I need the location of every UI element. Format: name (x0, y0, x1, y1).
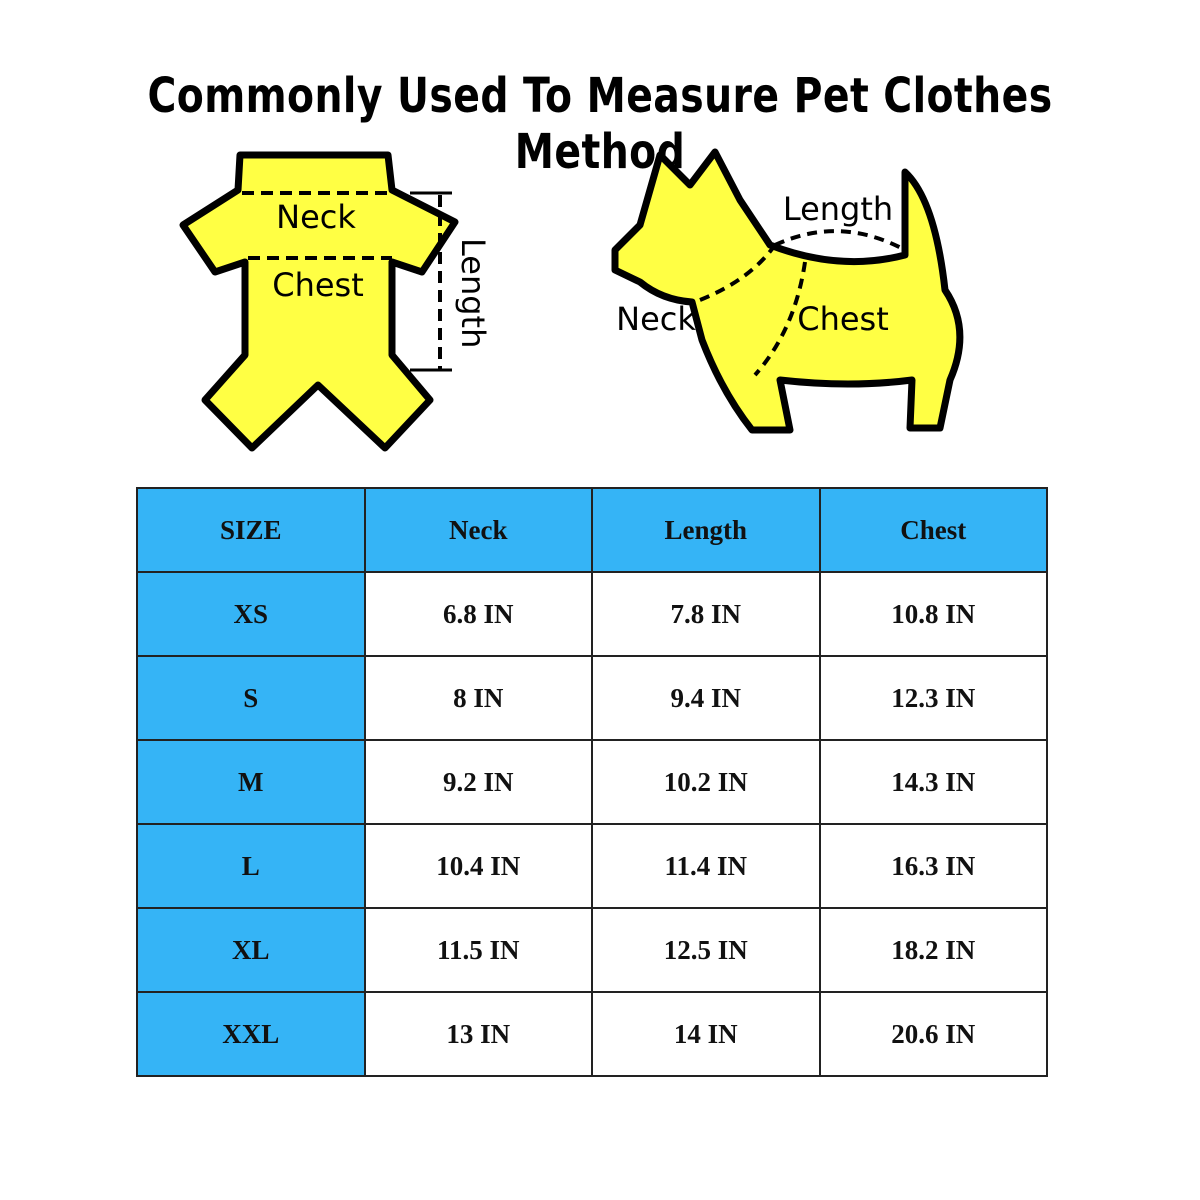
length-cell: 7.8 IN (591, 571, 821, 657)
neck-cell: 11.5 IN (363, 907, 593, 993)
chest-cell: 10.8 IN (818, 571, 1048, 657)
length-cell: 10.2 IN (591, 739, 821, 825)
neck-cell: 13 IN (363, 991, 593, 1077)
dog-chest-label: Chest (797, 300, 889, 338)
dog-diagram: Length Neck Chest (611, 148, 964, 434)
dog-neck-dashed-line (699, 243, 777, 302)
garment-length-label: Length (454, 238, 492, 348)
table-row: S 8 IN 9.4 IN 12.3 IN (136, 655, 1048, 741)
length-cell: 12.5 IN (591, 907, 821, 993)
size-cell: XL (136, 907, 366, 993)
garment-neck-label: Neck (276, 198, 356, 236)
table-row: M 9.2 IN 10.2 IN 14.3 IN (136, 739, 1048, 825)
table-header-row: SIZE Neck Length Chest (136, 487, 1048, 573)
header-size: SIZE (136, 487, 366, 573)
dog-chest-dashed-line (753, 261, 807, 377)
size-cell: XS (136, 571, 366, 657)
table-row: XXL 13 IN 14 IN 20.6 IN (136, 991, 1048, 1077)
header-length: Length (591, 487, 821, 573)
chest-cell: 18.2 IN (818, 907, 1048, 993)
chest-cell: 16.3 IN (818, 823, 1048, 909)
chest-cell: 20.6 IN (818, 991, 1048, 1077)
size-chart-table: SIZE Neck Length Chest XS 6.8 IN 7.8 IN … (136, 487, 1048, 1077)
measurement-diagrams: Neck Chest Length Length Neck Chest (179, 148, 964, 452)
length-cell: 9.4 IN (591, 655, 821, 741)
header-neck: Neck (363, 487, 593, 573)
neck-cell: 6.8 IN (363, 571, 593, 657)
neck-cell: 10.4 IN (363, 823, 593, 909)
garment-shape (179, 151, 459, 452)
length-cell: 14 IN (591, 991, 821, 1077)
dog-shape (611, 148, 964, 434)
size-cell: S (136, 655, 366, 741)
dog-length-dashed-line (774, 229, 906, 252)
neck-cell: 9.2 IN (363, 739, 593, 825)
page-title: Commonly Used To Measure Pet Clothes Met… (147, 68, 1053, 180)
size-cell: L (136, 823, 366, 909)
dog-length-label: Length (783, 190, 893, 228)
chest-cell: 12.3 IN (818, 655, 1048, 741)
table-row: L 10.4 IN 11.4 IN 16.3 IN (136, 823, 1048, 909)
table-row: XS 6.8 IN 7.8 IN 10.8 IN (136, 571, 1048, 657)
chest-cell: 14.3 IN (818, 739, 1048, 825)
length-cell: 11.4 IN (591, 823, 821, 909)
garment-chest-label: Chest (272, 266, 364, 304)
garment-diagram: Neck Chest Length (179, 151, 492, 452)
neck-cell: 8 IN (363, 655, 593, 741)
size-cell: M (136, 739, 366, 825)
header-chest: Chest (818, 487, 1048, 573)
size-cell: XXL (136, 991, 366, 1077)
dog-neck-label: Neck (616, 300, 696, 338)
table-row: XL 11.5 IN 12.5 IN 18.2 IN (136, 907, 1048, 993)
